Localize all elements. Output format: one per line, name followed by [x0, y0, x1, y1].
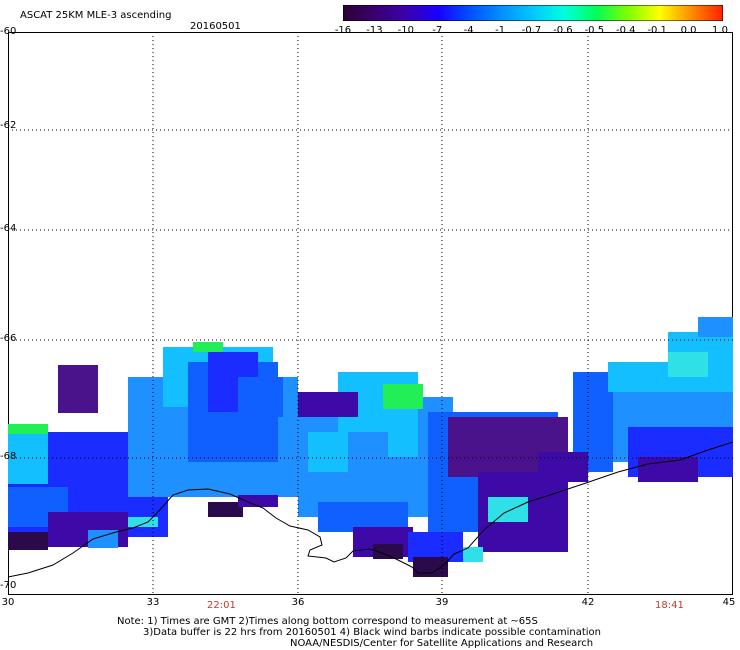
y-label: -62 — [0, 120, 17, 131]
colorbar-label: -0.4 — [615, 25, 636, 36]
note-line-2: 3)Data buffer is 22 hrs from 20160501 4)… — [143, 627, 601, 638]
colorbar-label: -0.5 — [584, 25, 605, 36]
data-cell — [463, 547, 483, 562]
x-label: 39 — [435, 597, 449, 608]
colorbar — [343, 5, 723, 21]
data-cell — [58, 365, 98, 413]
colorbar-gradient — [343, 5, 723, 21]
map-date: 20160501 — [190, 21, 241, 32]
data-cell — [638, 457, 698, 482]
colorbar-label: -7 — [432, 25, 443, 36]
map-title: ASCAT 25KM MLE-3 ascending — [20, 10, 172, 21]
map-plot — [8, 32, 733, 595]
colorbar-label: -0.7 — [521, 25, 542, 36]
data-cell — [538, 452, 588, 482]
colorbar-label: 0.0 — [680, 25, 697, 36]
data-cell — [88, 530, 118, 548]
x-label: 45 — [722, 597, 736, 608]
y-label: -70 — [0, 580, 17, 591]
colorbar-label: 1.0 — [712, 25, 728, 36]
data-cell — [208, 502, 243, 517]
colorbar-label: -10 — [397, 25, 414, 36]
colorbar-label: -16 — [334, 25, 352, 36]
x-label: 36 — [291, 597, 305, 608]
colorbar-labels: -16 -13 -10 -7 -4 -1 -0.7 -0.6 -0.5 -0.4 -0.1 0.0 1.… — [330, 25, 735, 37]
y-label: -60 — [0, 26, 17, 37]
y-label: -68 — [0, 451, 17, 462]
y-label: -64 — [0, 223, 17, 234]
time-label-left: 22:01 — [207, 600, 236, 611]
note-line-1: Note: 1) Times are GMT 2)Times along bot… — [117, 616, 538, 627]
x-label: 33 — [146, 597, 160, 608]
data-cell — [193, 342, 223, 352]
data-cell — [388, 427, 418, 457]
colorbar-label: -1 — [495, 25, 506, 36]
data-cell — [298, 392, 358, 417]
wind-data-cells — [8, 317, 733, 577]
x-label: 30 — [1, 597, 15, 608]
data-cell — [238, 495, 278, 507]
data-cell — [373, 544, 403, 559]
antarctic-coastline — [8, 441, 733, 578]
y-label: -66 — [0, 333, 17, 344]
data-cell — [413, 557, 448, 577]
colorbar-label: -13 — [366, 25, 383, 36]
data-cell — [668, 352, 708, 377]
colorbar-label: -0.6 — [553, 25, 573, 36]
data-cell — [308, 432, 348, 472]
colorbar-label: -0.1 — [647, 25, 667, 36]
data-cell — [608, 362, 668, 392]
time-label-right: 18:41 — [655, 600, 684, 611]
x-label: 42 — [581, 597, 595, 608]
colorbar-label: -4 — [463, 25, 474, 36]
note-line-3: NOAA/NESDIS/Center for Satellite Applica… — [290, 638, 594, 649]
data-cell — [8, 424, 48, 434]
data-cell — [383, 384, 423, 409]
grid-lines — [8, 32, 733, 595]
data-cell — [238, 377, 283, 417]
data-cell — [488, 497, 528, 522]
data-cell — [8, 532, 48, 550]
data-cell — [128, 517, 158, 527]
data-cell — [8, 434, 48, 484]
data-cell — [698, 317, 733, 337]
